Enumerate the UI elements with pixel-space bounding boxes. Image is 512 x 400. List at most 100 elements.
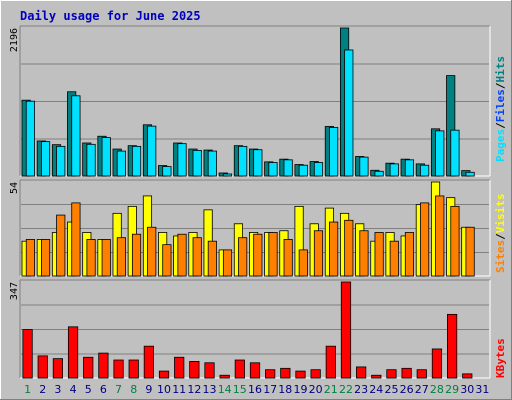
- bar-kbytes-day-10: [158, 370, 170, 379]
- bar-sites-day-13: [207, 240, 217, 277]
- x-tick-label: 21: [324, 383, 338, 396]
- legend-top-part: Pages: [494, 129, 507, 162]
- x-tick-label: 7: [115, 383, 122, 396]
- bar-kbytes-day-17: [265, 369, 276, 379]
- bar-kbytes-day-16: [249, 362, 261, 379]
- bar-kbytes-day-7: [113, 359, 124, 379]
- bar-kbytes-day-9: [143, 345, 154, 379]
- bar-kbytes-day-12: [189, 360, 200, 379]
- bar-sites-day-15: [238, 237, 248, 277]
- legend-top-part: Files: [494, 89, 507, 122]
- bar-pages-day-12: [192, 149, 202, 177]
- legend-bottom-part: KBytes: [494, 338, 507, 378]
- x-tick-label: 20: [309, 383, 323, 396]
- x-tick-label: 31: [475, 383, 489, 396]
- bar-pages-day-7: [116, 150, 126, 177]
- bar-kbytes-day-28: [431, 348, 443, 379]
- x-tick-label: 13: [203, 383, 217, 396]
- bar-pages-day-20: [313, 162, 324, 177]
- bar-pages-day-14: [222, 173, 233, 177]
- x-tick-label: 17: [263, 383, 277, 396]
- bar-sites-day-22: [344, 219, 354, 277]
- bar-sites-day-19: [298, 249, 308, 277]
- x-tick-label: 6: [100, 383, 107, 396]
- bar-kbytes-day-21: [325, 345, 336, 379]
- bar-kbytes-day-6: [98, 352, 109, 379]
- bar-kbytes-day-27: [416, 369, 427, 379]
- panel-1-ymax-label: 2196: [9, 28, 20, 52]
- legend-bottom: KBytes: [494, 338, 507, 378]
- bar-sites-day-11: [177, 233, 187, 277]
- bar-pages-day-2: [41, 141, 51, 177]
- legend-top-part: /: [494, 82, 507, 89]
- bar-kbytes-day-14: [219, 374, 230, 379]
- bar-pages-day-3: [56, 145, 66, 177]
- bar-pages-day-18: [283, 159, 293, 177]
- x-tick-label: 3: [54, 383, 61, 396]
- bar-kbytes-day-2: [37, 355, 48, 379]
- bar-kbytes-day-24: [371, 374, 382, 379]
- bar-sites-day-8: [131, 233, 142, 277]
- bar-pages-day-22: [344, 49, 354, 177]
- bar-pages-day-28: [435, 130, 445, 177]
- x-tick-label: 19: [294, 383, 308, 396]
- bar-sites-day-14: [222, 249, 233, 277]
- legend-middle: Sites/Visits: [494, 194, 507, 274]
- bar-kbytes-day-11: [174, 356, 185, 379]
- panel-3-ymax-label: 347: [9, 282, 20, 300]
- x-tick-label: 5: [85, 383, 92, 396]
- bar-kbytes-day-3: [52, 358, 64, 379]
- bar-kbytes-day-23: [356, 366, 367, 379]
- bar-pages-day-24: [374, 170, 384, 177]
- bar-sites-day-18: [283, 239, 293, 277]
- x-tick-label: 26: [400, 383, 414, 396]
- bar-pages-day-4: [71, 95, 81, 177]
- x-tick-label: 11: [172, 383, 186, 396]
- bar-pages-day-13: [207, 150, 217, 177]
- bar-kbytes-day-4: [67, 326, 79, 379]
- legend-top: Pages/Files/Hits: [494, 56, 507, 162]
- bar-sites-day-2: [41, 239, 51, 277]
- x-tick-label: 1: [24, 383, 31, 396]
- bar-kbytes-day-25: [386, 369, 397, 379]
- bar-kbytes-day-18: [280, 367, 291, 379]
- bar-pages-day-21: [329, 127, 339, 177]
- bar-pages-day-10: [162, 166, 172, 177]
- bar-sites-day-5: [86, 239, 96, 277]
- bar-pages-day-16: [253, 149, 263, 177]
- chart-title: Daily usage for June 2025: [20, 9, 201, 23]
- bar-pages-day-17: [268, 162, 278, 177]
- bar-sites-day-7: [116, 237, 126, 277]
- x-tick-label: 16: [248, 383, 262, 396]
- bar-pages-day-19: [298, 164, 308, 177]
- bar-sites-day-26: [404, 232, 415, 277]
- bar-kbytes-day-19: [295, 370, 306, 379]
- bar-kbytes-day-30: [462, 373, 473, 379]
- x-tick-label: 27: [415, 383, 429, 396]
- bar-pages-day-26: [404, 159, 415, 177]
- bar-sites-day-23: [359, 230, 369, 277]
- bar-kbytes-day-1: [22, 329, 33, 379]
- bar-sites-day-9: [147, 226, 157, 277]
- legend-middle-part: /: [494, 233, 507, 240]
- x-tick-label: 2: [39, 383, 46, 396]
- legend-top-part: Hits: [494, 56, 507, 83]
- bar-sites-day-30: [465, 226, 475, 277]
- bar-sites-day-24: [374, 232, 384, 277]
- bar-pages-day-27: [420, 164, 430, 177]
- bar-sites-day-28: [435, 195, 445, 277]
- bar-pages-day-5: [86, 143, 96, 177]
- legend-top-part: /: [494, 122, 507, 129]
- x-tick-label: 15: [233, 383, 247, 396]
- bar-kbytes-day-26: [401, 367, 412, 379]
- x-tick-label: 28: [430, 383, 444, 396]
- legend-middle-part: Visits: [494, 194, 507, 234]
- x-tick-label: 4: [70, 383, 77, 396]
- bar-kbytes-day-13: [204, 362, 215, 379]
- x-tick-label: 18: [278, 383, 292, 396]
- bar-pages-day-1: [25, 100, 35, 177]
- bar-sites-day-16: [253, 233, 263, 277]
- bar-kbytes-day-15: [234, 359, 245, 379]
- bar-pages-day-30: [465, 171, 475, 177]
